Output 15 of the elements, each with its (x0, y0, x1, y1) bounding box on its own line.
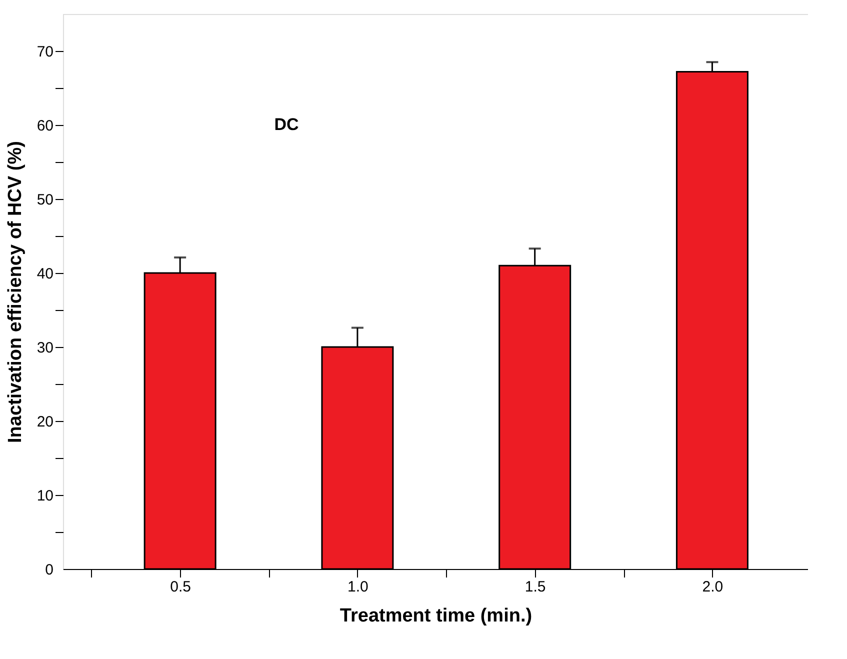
x-tick-label: 2.0 (702, 578, 724, 596)
y-tick-label: 60 (36, 118, 54, 134)
y-tick-label: 10 (36, 488, 54, 504)
y-tick-label: 30 (36, 340, 54, 356)
y-tick-label: 40 (36, 266, 54, 282)
x-tick-label: 0.5 (170, 578, 191, 596)
x-tick-label: 1.0 (348, 578, 368, 596)
x-axis-title: Treatment time (min.) (340, 606, 532, 626)
y-axis-title: Inactivation efficiency of HCV (%) (4, 141, 26, 443)
y-tick-label: 50 (36, 192, 54, 208)
y-tick-label: 20 (36, 414, 54, 430)
annotation: DC (274, 115, 299, 134)
y-tick-label: 0 (45, 562, 54, 578)
y-tick-label: 70 (36, 44, 54, 60)
x-tick-label: 1.5 (524, 578, 546, 596)
